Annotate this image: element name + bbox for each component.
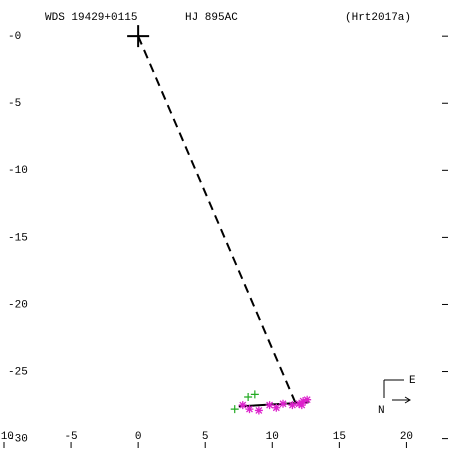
y-tick-label: -5	[8, 98, 21, 110]
asterisk	[245, 405, 254, 414]
x-tick-label: 10	[266, 431, 279, 443]
plus	[230, 405, 239, 414]
point	[279, 399, 288, 408]
y-tick-label: -15	[8, 232, 28, 244]
asterisk	[288, 401, 297, 410]
x-tick-label: 0	[135, 431, 142, 443]
plus	[244, 393, 253, 402]
y-tick-label: -10	[8, 165, 28, 177]
point	[230, 405, 239, 414]
x-tick-label: 5	[202, 431, 209, 443]
x-tick-label: -10	[0, 431, 14, 443]
y-tick-label: -30	[8, 434, 28, 446]
y-tick-label: -0	[8, 31, 21, 43]
point	[238, 401, 247, 410]
point	[254, 406, 263, 415]
x-tick-label: 15	[333, 431, 346, 443]
solid-line	[238, 401, 309, 408]
x-tick-label: 20	[400, 431, 413, 443]
asterisk	[254, 406, 263, 415]
point	[272, 403, 281, 412]
asterisk	[279, 399, 288, 408]
point	[288, 401, 297, 410]
y-tick-label: -25	[8, 366, 28, 378]
compass: E N	[378, 375, 416, 417]
compass-arrow	[404, 396, 411, 404]
point	[297, 401, 306, 410]
point	[265, 401, 274, 410]
asterisk	[238, 401, 247, 410]
y-tick-label: -20	[8, 299, 28, 311]
primary-cross	[127, 25, 150, 48]
point	[127, 25, 150, 48]
x-tick-label: -5	[64, 431, 77, 443]
chart-subtitle: HJ 895AC	[185, 12, 238, 24]
point	[295, 399, 304, 408]
point	[245, 405, 254, 414]
point	[299, 397, 308, 406]
asterisk	[295, 399, 304, 408]
asterisk	[303, 395, 312, 404]
point	[244, 393, 253, 402]
compass-east: E	[409, 375, 416, 387]
compass-north: N	[378, 405, 385, 417]
asterisk	[265, 401, 274, 410]
plus	[250, 390, 259, 399]
dashed-line	[137, 35, 298, 406]
chart-title: WDS 19429+0115	[45, 12, 137, 24]
point	[303, 395, 312, 404]
point	[250, 390, 259, 399]
asterisk	[297, 401, 306, 410]
asterisk	[299, 397, 308, 406]
asterisk	[272, 403, 281, 412]
reference: (Hrt2017a)	[345, 12, 411, 24]
